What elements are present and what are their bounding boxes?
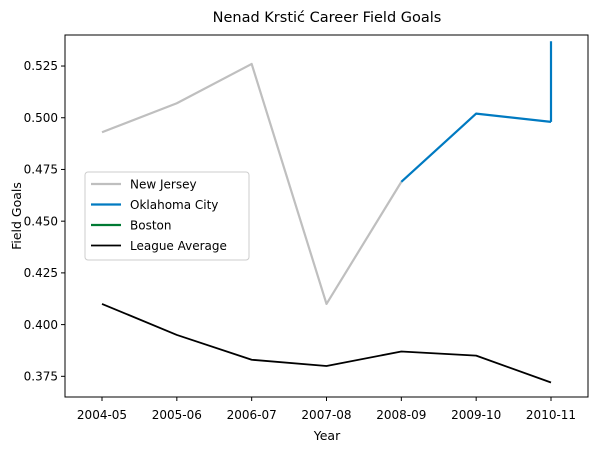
x-tick-label: 2007-08 [301,408,351,422]
legend-box [84,171,250,261]
x-tick-label: 2004-05 [77,408,127,422]
y-axis-label: Field Goals [9,182,24,250]
x-tick-label: 2008-09 [376,408,426,422]
legend: New Jersey Oklahoma City Boston League Aver… [84,171,250,261]
series-line-new-jersey [101,62,403,306]
series-line-league-average [101,303,552,384]
y-tick-label: 0.400 [24,318,58,332]
legend-label: New Jersey [130,177,197,191]
x-tick-label: 2009-10 [451,408,501,422]
y-tick-label: 0.425 [24,266,58,280]
x-tick-label: 2005-06 [152,408,202,422]
y-tick-label: 0.475 [24,163,58,177]
y-tick-label: 0.375 [24,370,58,384]
y-tick-label: 0.525 [24,59,58,73]
x-tick-label: 2010-11 [526,408,576,422]
y-tick-label: 0.500 [24,111,58,125]
y-tick-label: 0.450 [24,214,58,228]
x-axis-label: Year [313,428,341,443]
x-tick-label: 2006-07 [227,408,277,422]
legend-label: Oklahoma City [130,198,218,212]
legend-label: Boston [130,218,171,232]
legend-label: League Average [130,239,227,253]
chart-title: Nenad Krstić Career Field Goals [213,10,442,26]
series-line-oklahoma-city [400,112,552,183]
